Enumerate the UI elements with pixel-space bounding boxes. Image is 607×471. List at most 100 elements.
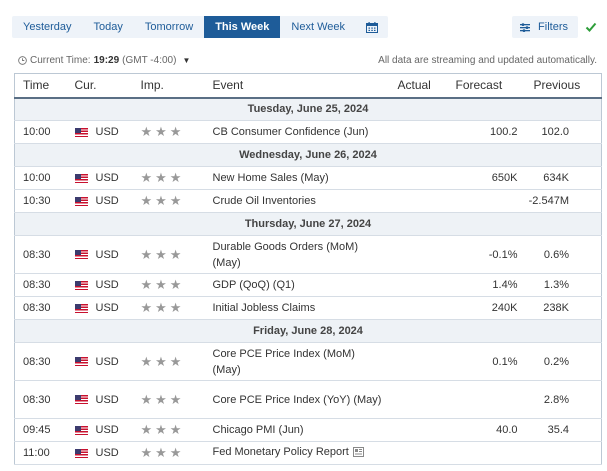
currency: USD bbox=[74, 279, 133, 291]
event-currency-cell: USD bbox=[74, 166, 133, 190]
event-name[interactable]: Core PCE Price Index (YoY) (May) bbox=[212, 393, 382, 406]
event-row[interactable]: 08:30 USD ★★★ Core PCE Price Index (MoM) (M… bbox=[14, 342, 602, 381]
col-header-previous[interactable]: Previous bbox=[523, 73, 602, 99]
topbar: Yesterday Today Tomorrow This Week Next Week… bbox=[12, 16, 597, 38]
event-name[interactable]: GDP (QoQ) (Q1) bbox=[212, 279, 295, 291]
us-flag-icon bbox=[74, 196, 88, 206]
event-name[interactable]: Chicago PMI (Jun) bbox=[212, 424, 304, 436]
event-row[interactable]: 08:30 USD ★★★ Initial Jobless Claims 240K 238… bbox=[14, 296, 602, 320]
event-forecast: 0.1% bbox=[455, 342, 524, 381]
importance-stars-icon: ★★★ bbox=[140, 277, 185, 292]
tab-next-week[interactable]: Next Week bbox=[291, 21, 345, 33]
event-name[interactable]: Fed Monetary Policy Report bbox=[212, 446, 349, 458]
currency-code: USD bbox=[95, 195, 119, 207]
filters-button[interactable]: Filters bbox=[512, 16, 578, 38]
event-time: 10:00 bbox=[14, 166, 75, 190]
event-name-cell[interactable]: Initial Jobless Claims bbox=[212, 296, 386, 320]
event-name-cell[interactable]: Core PCE Price Index (MoM) (May) bbox=[212, 342, 386, 381]
us-flag-icon bbox=[74, 303, 88, 313]
event-row[interactable]: 08:30 USD ★★★ Core PCE Price Index (YoY) (M… bbox=[14, 380, 602, 419]
event-name-cell[interactable]: CB Consumer Confidence (Jun) bbox=[212, 120, 386, 144]
header-row: Time Cur. Imp. Event Actual Forecast Pre… bbox=[14, 73, 602, 99]
event-previous: 634K bbox=[523, 166, 602, 190]
check-icon bbox=[585, 22, 597, 32]
event-forecast: 40.0 bbox=[455, 418, 524, 442]
event-previous: 2.8% bbox=[523, 380, 602, 419]
event-previous: 0.6% bbox=[523, 235, 602, 274]
current-time-value: 19:29 bbox=[93, 55, 120, 66]
event-forecast: 100.2 bbox=[455, 120, 524, 144]
tab-yesterday[interactable]: Yesterday bbox=[23, 21, 72, 33]
filters-area: Filters bbox=[512, 16, 597, 38]
currency: USD bbox=[74, 302, 133, 314]
event-row[interactable]: 08:30 USD ★★★ Durable Goods Orders (MoM) (M… bbox=[14, 235, 602, 274]
event-name[interactable]: Initial Jobless Claims bbox=[212, 302, 316, 314]
event-row[interactable]: 10:00 USD ★★★ CB Consumer Confidence (Jun) 1… bbox=[14, 120, 602, 144]
importance-cell: ★★★ bbox=[132, 342, 213, 381]
event-name-cell[interactable]: Fed Monetary Policy Report bbox=[212, 441, 386, 465]
event-name-cell[interactable]: Core PCE Price Index (YoY) (May) bbox=[212, 380, 386, 419]
event-name-cell[interactable]: New Home Sales (May) bbox=[212, 166, 386, 190]
importance-stars-icon: ★★★ bbox=[140, 391, 185, 407]
col-header-actual[interactable]: Actual bbox=[385, 73, 456, 99]
importance-cell: ★★★ bbox=[132, 380, 213, 419]
event-row[interactable]: 10:00 USD ★★★ New Home Sales (May) 650K 634K bbox=[14, 166, 602, 190]
event-name-cell[interactable]: Durable Goods Orders (MoM) (May) bbox=[212, 235, 386, 274]
event-row[interactable]: 08:30 USD ★★★ GDP (QoQ) (Q1) 1.4% 1.3% bbox=[14, 273, 602, 297]
importance-stars-icon: ★★★ bbox=[140, 170, 185, 185]
filters-label: Filters bbox=[538, 21, 568, 33]
event-currency-cell: USD bbox=[74, 342, 133, 381]
tab-tomorrow[interactable]: Tomorrow bbox=[144, 21, 194, 33]
importance-cell: ★★★ bbox=[132, 418, 213, 442]
timezone-label: (GMT -4:00) bbox=[122, 55, 177, 66]
date-row: Tuesday, June 25, 2024 bbox=[14, 97, 602, 121]
event-time: 10:30 bbox=[14, 189, 75, 213]
importance-cell: ★★★ bbox=[132, 273, 213, 297]
importance-stars-icon: ★★★ bbox=[140, 193, 185, 208]
event-row[interactable]: 09:45 USD ★★★ Chicago PMI (Jun) 40.0 35.4 bbox=[14, 418, 602, 442]
currency-code: USD bbox=[95, 447, 119, 459]
importance-stars-icon: ★★★ bbox=[140, 422, 185, 437]
event-name[interactable]: Durable Goods Orders (MoM) (May) bbox=[212, 240, 359, 269]
event-name-cell[interactable]: Crude Oil Inventories bbox=[212, 189, 386, 213]
event-forecast bbox=[455, 189, 524, 213]
event-row[interactable]: 10:30 USD ★★★ Crude Oil Inventories -2.547M bbox=[14, 189, 602, 213]
event-actual bbox=[385, 296, 456, 320]
event-time: 08:30 bbox=[14, 342, 75, 381]
tab-today[interactable]: Today bbox=[93, 21, 123, 33]
event-name[interactable]: Crude Oil Inventories bbox=[212, 195, 316, 207]
event-time: 08:30 bbox=[14, 296, 75, 320]
event-name-cell[interactable]: Chicago PMI (Jun) bbox=[212, 418, 386, 442]
event-row[interactable]: 11:00 USD ★★★ Fed Monetary Policy Report bbox=[14, 441, 602, 465]
event-name[interactable]: Core PCE Price Index (MoM) (May) bbox=[212, 347, 355, 376]
clock-icon bbox=[18, 56, 27, 65]
col-header-event[interactable]: Event bbox=[212, 73, 386, 99]
event-name-cell[interactable]: GDP (QoQ) (Q1) bbox=[212, 273, 386, 297]
event-previous: 0.2% bbox=[523, 342, 602, 381]
current-time-selector[interactable]: Current Time: 19:29 (GMT -4:00) ▼ bbox=[18, 55, 190, 66]
event-name[interactable]: New Home Sales (May) bbox=[212, 172, 329, 184]
event-forecast: 1.4% bbox=[455, 273, 524, 297]
col-header-currency[interactable]: Cur. bbox=[74, 73, 133, 99]
importance-cell: ★★★ bbox=[132, 296, 213, 320]
event-forecast: 650K bbox=[455, 166, 524, 190]
us-flag-icon bbox=[74, 357, 88, 366]
event-actual bbox=[385, 120, 456, 144]
calendar-button[interactable] bbox=[356, 16, 388, 38]
event-previous bbox=[523, 441, 602, 465]
importance-stars-icon: ★★★ bbox=[140, 246, 185, 262]
currency: USD bbox=[74, 394, 133, 406]
event-actual bbox=[385, 441, 456, 465]
col-header-importance[interactable]: Imp. bbox=[132, 73, 213, 99]
event-time: 10:00 bbox=[14, 120, 75, 144]
current-time-label: Current Time: bbox=[30, 55, 91, 66]
tab-this-week[interactable]: This Week bbox=[204, 16, 281, 38]
importance-stars-icon: ★★★ bbox=[140, 445, 185, 460]
event-name[interactable]: CB Consumer Confidence (Jun) bbox=[212, 126, 369, 138]
currency-code: USD bbox=[95, 172, 119, 184]
col-header-time[interactable]: Time bbox=[14, 73, 75, 99]
date-row: Thursday, June 27, 2024 bbox=[14, 212, 602, 236]
currency: USD bbox=[74, 424, 133, 436]
col-header-forecast[interactable]: Forecast bbox=[455, 73, 524, 99]
document-icon[interactable] bbox=[352, 446, 364, 462]
